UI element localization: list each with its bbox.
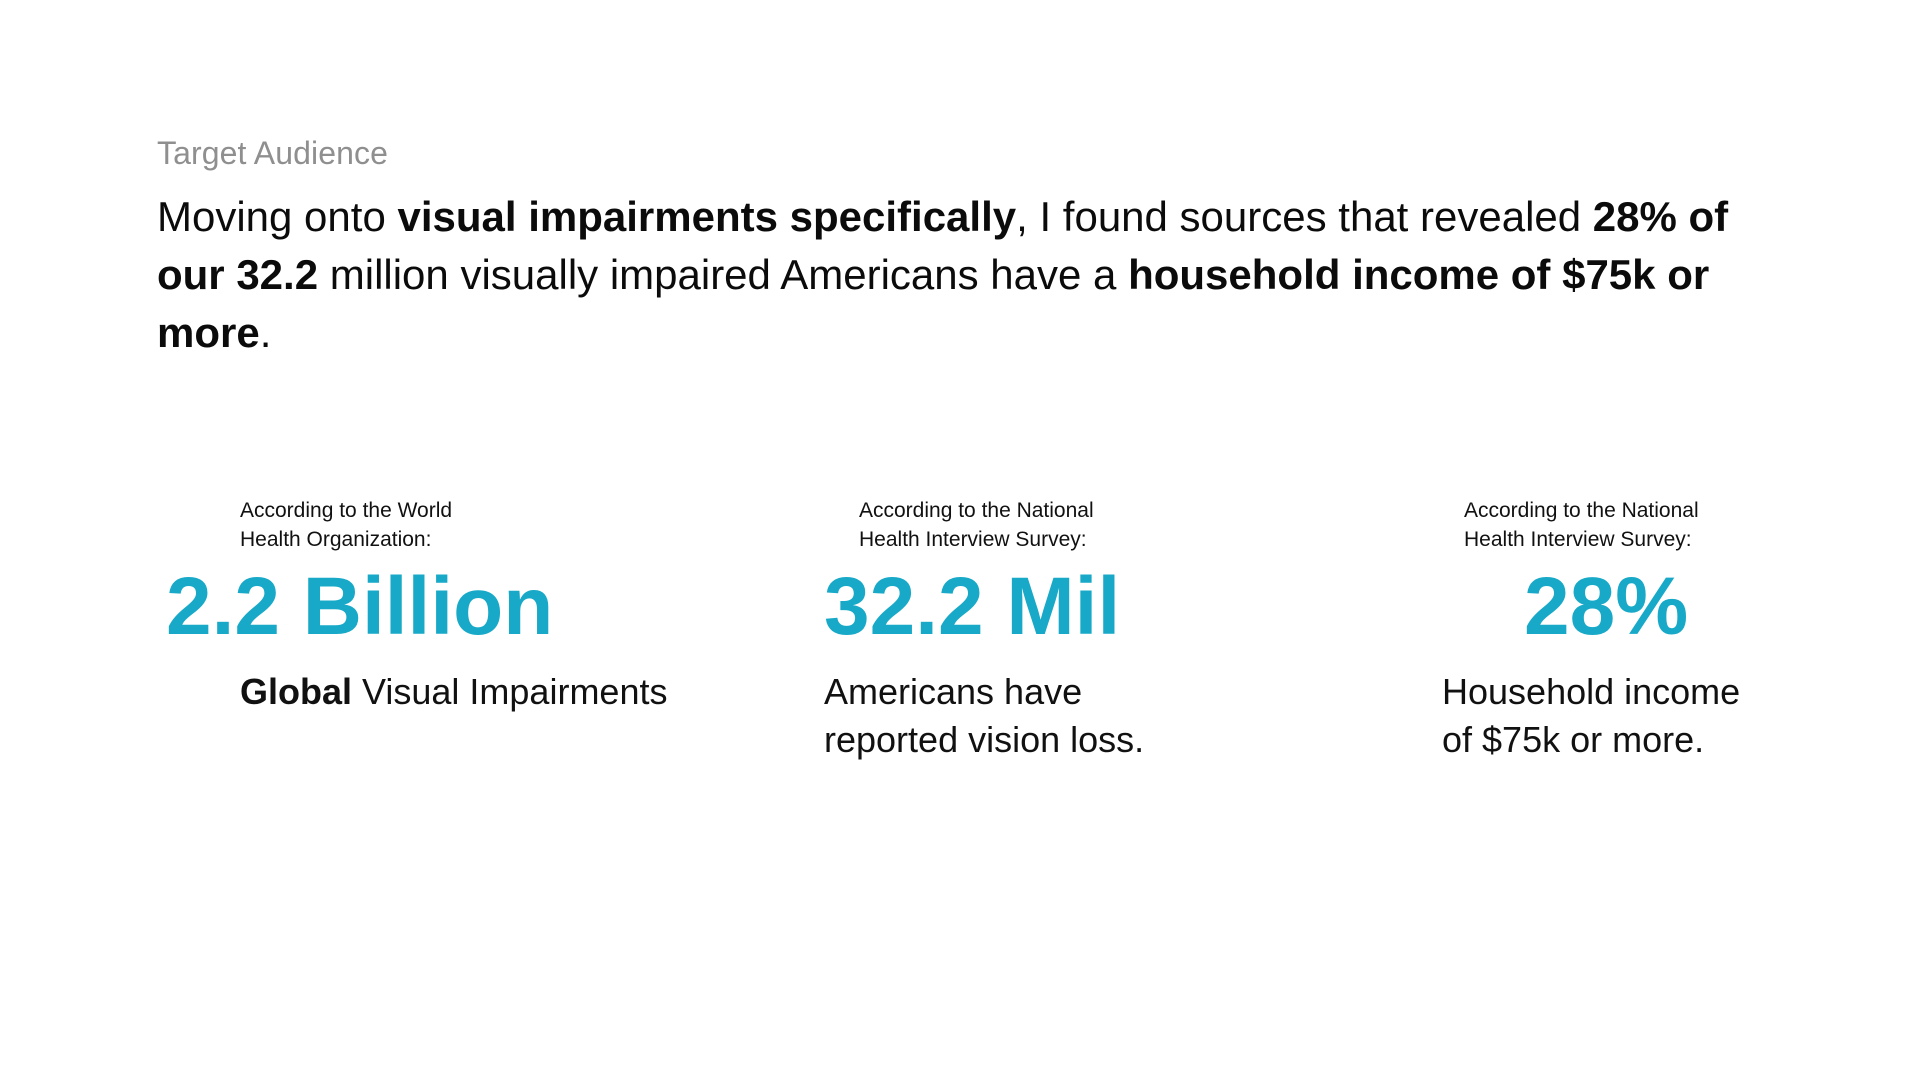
stat-description: Household income of $75k or more. — [1442, 668, 1740, 764]
stat-americans-vision-loss: According to the National Health Intervie… — [824, 496, 1144, 764]
stat-value: 2.2 Billion — [166, 561, 554, 652]
stat-description-line: Household income — [1442, 671, 1741, 712]
stat-value: 32.2 Mil — [824, 561, 1121, 652]
headline-text: . — [259, 309, 272, 356]
headline-emphasis: visual impairments specifically — [397, 193, 1017, 240]
stat-description-text: Visual Impairments — [352, 671, 668, 712]
stat-source: According to the National Health Intervie… — [859, 496, 1144, 554]
stat-source-line: According to the World — [240, 499, 453, 522]
stat-description-line: Americans have — [824, 671, 1083, 712]
stat-source-line: Health Interview Survey: — [859, 528, 1087, 551]
stat-description: Americans have reported vision loss. — [824, 668, 1144, 764]
stat-value: 28% — [1524, 561, 1689, 652]
stat-source-line: According to the National — [859, 499, 1094, 522]
section-label: Target Audience — [157, 135, 388, 171]
stat-source: According to the National Health Intervie… — [1464, 496, 1740, 554]
stat-global-impairments: According to the World Health Organizatio… — [166, 496, 667, 716]
stat-description-line: reported vision loss. — [824, 719, 1145, 760]
stat-description-emphasis: Global — [240, 671, 353, 712]
headline: Moving onto visual impairments specifica… — [157, 188, 1797, 362]
stat-household-income: According to the National Health Intervie… — [1442, 496, 1740, 764]
headline-text: million visually impaired Americans have… — [318, 251, 1129, 298]
stat-source-line: According to the National — [1464, 499, 1699, 522]
stat-description: Global Visual Impairments — [240, 668, 667, 716]
headline-emphasis: household income of $75k or more — [157, 251, 1710, 356]
headline-text: , I found sources that revealed — [1016, 193, 1593, 240]
headline-text: Moving onto — [157, 193, 398, 240]
stat-source: According to the World Health Organizatio… — [240, 496, 667, 554]
stat-source-line: Health Organization: — [240, 528, 432, 551]
headline-emphasis: 28% of our 32.2 — [157, 193, 1729, 298]
stat-source-line: Health Interview Survey: — [1464, 528, 1692, 551]
stat-description-line: of $75k or more. — [1442, 719, 1705, 760]
